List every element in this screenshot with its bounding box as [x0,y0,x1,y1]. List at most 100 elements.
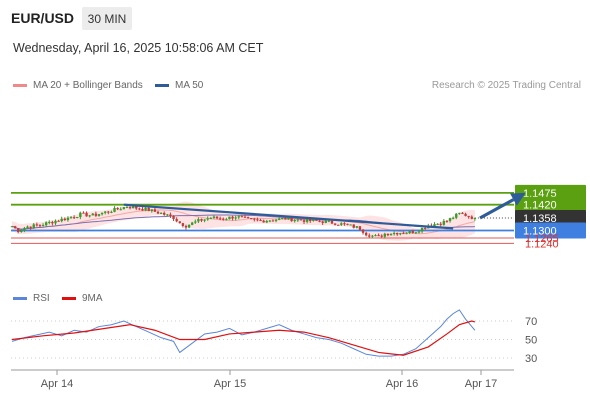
candle-body [178,221,181,224]
time-tick-label: Apr 14 [41,378,73,390]
candle-body [392,232,396,235]
candle-body [268,220,272,222]
candle-body [309,218,312,221]
candle-body [110,211,113,213]
timeframe-badge[interactable]: 30 MIN [82,7,132,30]
candle-body [91,213,94,216]
candle-body [417,231,421,233]
candle-body [470,216,473,219]
candle-body [10,226,14,228]
candle-body [396,232,399,235]
candle-body [156,211,160,214]
candle-body [172,215,175,220]
credit-text: Research © 2025 Trading Central [431,80,581,91]
candle-body [104,211,107,213]
candle-body [23,228,26,231]
candle-body [88,215,91,217]
candle-body [79,212,82,218]
candle-body [473,218,477,220]
candle-body [389,234,393,236]
candle-body [197,219,200,222]
candle-body [296,219,300,221]
candle-body [333,223,337,225]
level-label-bg [515,196,586,213]
level-label: 1.1265 [525,233,559,245]
time-tick-label: Apr 15 [214,378,246,390]
legend-ma50: MA 50 [155,80,203,91]
candle-body [433,224,436,227]
candle-body [147,207,150,212]
candle-body [17,228,20,232]
candle-body [346,223,349,225]
legend-rsi: RSI [13,293,50,304]
candle-body [159,212,163,214]
candle-body [349,224,352,226]
candle-body [246,217,250,219]
candle-body [215,216,219,219]
legend-bollinger-label: MA 20 + Bollinger Bands [33,80,143,91]
candle-body [166,214,169,216]
candle-body [144,207,147,211]
candle-body [411,231,414,233]
candle-body [125,207,129,209]
candle-body [76,217,79,219]
legend-bollinger: MA 20 + Bollinger Bands [13,80,143,91]
candle-body [448,218,452,222]
candle-body [82,212,85,214]
candle-body [57,220,60,222]
level-label: 1.1300 [523,226,557,238]
candle-body [94,213,98,216]
candle-body [26,226,29,229]
legend-rsi-label: RSI [33,293,50,304]
timestamp: Wednesday, April 16, 2025 10:58:06 AM CE… [13,41,264,55]
candle-body [445,220,449,222]
candle-body [436,223,439,225]
candle-body [281,218,284,220]
rsi-tick-label: 30 [525,353,537,365]
candle-body [32,224,35,228]
candle-body [169,214,172,216]
candle-body [377,235,380,237]
candle-body [408,231,411,234]
candle-body [194,221,197,223]
candle-body [212,216,216,218]
candle-body [107,211,110,213]
candle-body [240,216,244,218]
candle-body [38,225,42,227]
candle-body [54,220,57,224]
candle-body [69,217,73,219]
candle-body [119,209,122,211]
candle-body [293,220,296,222]
legend-rsi-ma-swatch [62,297,76,300]
candle-body [100,212,104,215]
candle-body [399,233,402,235]
candle-body [72,217,76,219]
candle-body [128,207,132,209]
candle-body [131,206,135,209]
candle-body [13,226,17,229]
candle-body [284,218,287,220]
candle-body [243,216,247,218]
candle-body [234,217,237,219]
candle-body [327,220,331,222]
candle-body [29,226,32,228]
candle-body [228,216,231,220]
candle-body [361,229,365,233]
level-label: 1.1240 [525,238,559,250]
candle-body [187,224,191,228]
candle-body [405,233,408,235]
level-label-bg [515,222,586,239]
level-label: 1.1420 [523,200,557,212]
candle-body [290,217,293,222]
rsi-tick-label: 70 [525,316,537,328]
candle-body [66,217,70,221]
candle-body [386,233,390,236]
candle-body [451,217,455,219]
candle-body [380,235,383,237]
candle-body [340,223,343,225]
candle-body [439,223,442,225]
candle-body [458,212,461,214]
candle-body [352,224,355,228]
candle-body [63,218,67,221]
